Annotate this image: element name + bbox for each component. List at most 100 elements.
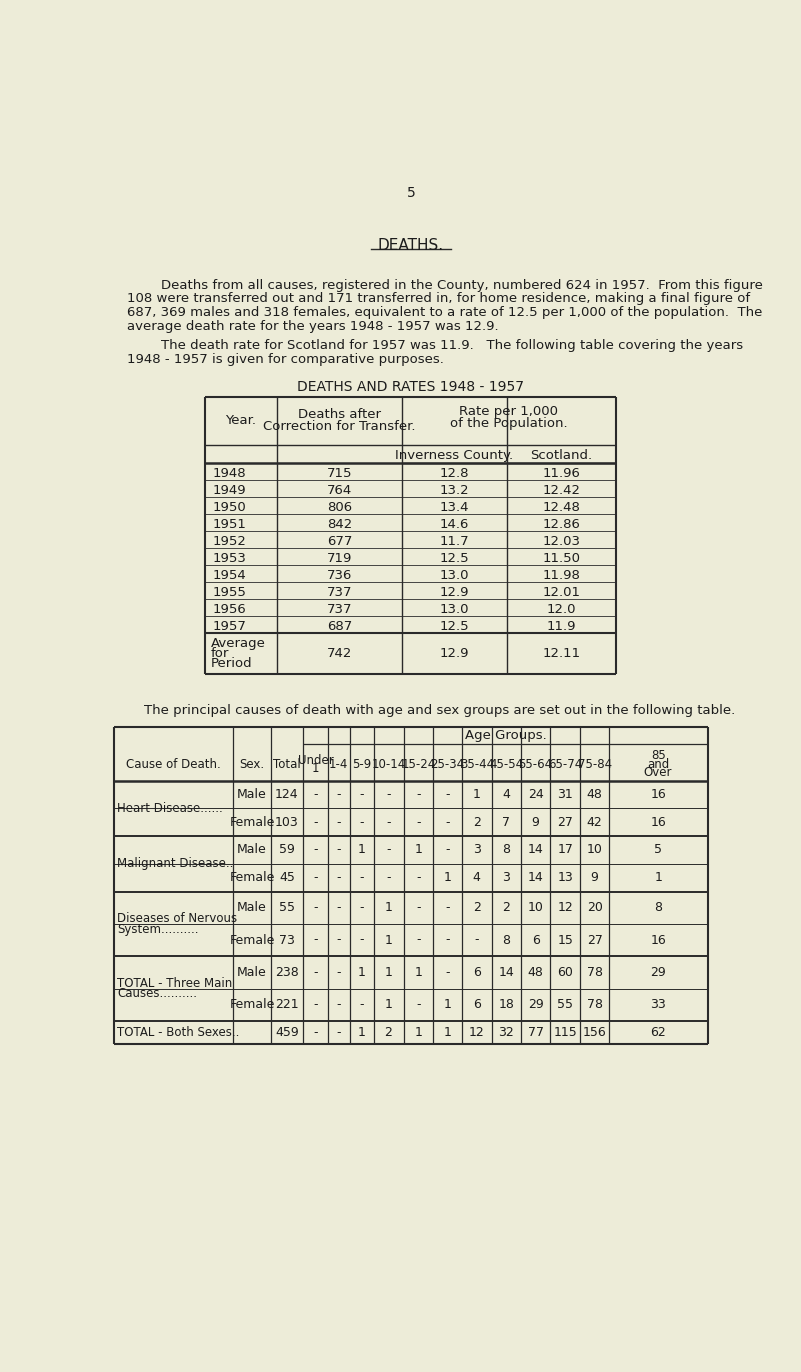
Text: Over: Over [644, 766, 672, 779]
Text: -: - [336, 901, 341, 914]
Text: -: - [360, 816, 364, 829]
Text: for: for [211, 646, 229, 660]
Text: Scotland.: Scotland. [530, 449, 592, 462]
Text: 11.96: 11.96 [542, 468, 580, 480]
Text: TOTAL - Both Sexes..: TOTAL - Both Sexes.. [117, 1026, 239, 1039]
Text: 1948: 1948 [212, 468, 246, 480]
Text: 25-34: 25-34 [430, 757, 465, 771]
Text: 20: 20 [586, 901, 602, 914]
Text: 55: 55 [557, 999, 574, 1011]
Text: 12.03: 12.03 [542, 535, 580, 547]
Text: -: - [445, 901, 449, 914]
Text: -: - [445, 966, 449, 978]
Text: Female: Female [229, 933, 275, 947]
Text: 1953: 1953 [212, 552, 247, 565]
Text: 1: 1 [473, 788, 481, 801]
Text: Female: Female [229, 871, 275, 884]
Text: Deaths after: Deaths after [298, 407, 381, 421]
Text: 1: 1 [358, 844, 366, 856]
Text: 2: 2 [473, 901, 481, 914]
Text: -: - [336, 999, 341, 1011]
Text: -: - [336, 816, 341, 829]
Text: 3: 3 [502, 871, 510, 884]
Text: 2: 2 [384, 1026, 392, 1039]
Text: 13.4: 13.4 [440, 501, 469, 514]
Text: 65-74: 65-74 [548, 757, 582, 771]
Text: 12: 12 [557, 901, 573, 914]
Text: -: - [336, 1026, 341, 1039]
Text: 13.2: 13.2 [440, 484, 469, 497]
Text: -: - [417, 933, 421, 947]
Text: Heart Disease......: Heart Disease...... [117, 801, 223, 815]
Text: of the Population.: of the Population. [449, 417, 567, 431]
Text: -: - [445, 788, 449, 801]
Text: 459: 459 [275, 1026, 299, 1039]
Text: 737: 737 [327, 586, 352, 598]
Text: -: - [445, 933, 449, 947]
Text: -: - [360, 871, 364, 884]
Text: 10: 10 [528, 901, 544, 914]
Text: 7: 7 [502, 816, 510, 829]
Text: 115: 115 [553, 1026, 577, 1039]
Text: 715: 715 [327, 468, 352, 480]
Text: DEATHS.: DEATHS. [378, 237, 444, 252]
Text: -: - [313, 1026, 318, 1039]
Text: 55: 55 [279, 901, 295, 914]
Text: -: - [360, 788, 364, 801]
Text: -: - [386, 871, 391, 884]
Text: 3: 3 [473, 844, 481, 856]
Text: 62: 62 [650, 1026, 666, 1039]
Text: 806: 806 [327, 501, 352, 514]
Text: 48: 48 [586, 788, 602, 801]
Text: 10-14: 10-14 [372, 757, 405, 771]
Text: 1957: 1957 [212, 620, 247, 632]
Text: 4: 4 [473, 871, 481, 884]
Text: 12.01: 12.01 [542, 586, 580, 598]
Text: 15-24: 15-24 [401, 757, 436, 771]
Text: Correction for Transfer.: Correction for Transfer. [264, 420, 416, 434]
Text: Cause of Death.: Cause of Death. [127, 757, 221, 771]
Text: -: - [386, 788, 391, 801]
Text: and: and [647, 757, 670, 771]
Text: Average: Average [211, 637, 266, 650]
Text: TOTAL - Three Main: TOTAL - Three Main [117, 977, 232, 989]
Text: 6: 6 [473, 999, 481, 1011]
Text: 764: 764 [327, 484, 352, 497]
Text: 14: 14 [528, 871, 544, 884]
Text: 12: 12 [469, 1026, 485, 1039]
Text: Diseases of Nervous: Diseases of Nervous [117, 912, 237, 925]
Text: 1948 - 1957 is given for comparative purposes.: 1948 - 1957 is given for comparative pur… [127, 353, 444, 365]
Text: 1: 1 [384, 933, 392, 947]
Text: 60: 60 [557, 966, 573, 978]
Text: -: - [336, 966, 341, 978]
Text: The principal causes of death with age and sex groups are set out in the followi: The principal causes of death with age a… [127, 704, 735, 716]
Text: 5: 5 [654, 844, 662, 856]
Text: 8: 8 [502, 933, 510, 947]
Text: 124: 124 [275, 788, 299, 801]
Text: 1-4: 1-4 [329, 757, 348, 771]
Text: 12.42: 12.42 [542, 484, 580, 497]
Text: -: - [417, 871, 421, 884]
Text: 32: 32 [498, 1026, 514, 1039]
Text: 27: 27 [586, 933, 602, 947]
Text: Inverness County.: Inverness County. [395, 449, 513, 462]
Text: 13: 13 [557, 871, 573, 884]
Text: 77: 77 [528, 1026, 544, 1039]
Text: 1951: 1951 [212, 519, 247, 531]
Text: 1956: 1956 [212, 602, 246, 616]
Text: 2: 2 [473, 816, 481, 829]
Text: 1: 1 [384, 966, 392, 978]
Text: 737: 737 [327, 602, 352, 616]
Text: Total: Total [273, 757, 300, 771]
Text: -: - [360, 901, 364, 914]
Text: Male: Male [237, 844, 267, 856]
Text: 12.8: 12.8 [440, 468, 469, 480]
Text: Rate per 1,000: Rate per 1,000 [459, 405, 558, 418]
Text: 29: 29 [650, 966, 666, 978]
Text: -: - [474, 933, 479, 947]
Text: 78: 78 [586, 966, 602, 978]
Text: 11.9: 11.9 [546, 620, 576, 632]
Text: -: - [386, 816, 391, 829]
Text: Male: Male [237, 901, 267, 914]
Text: -: - [417, 816, 421, 829]
